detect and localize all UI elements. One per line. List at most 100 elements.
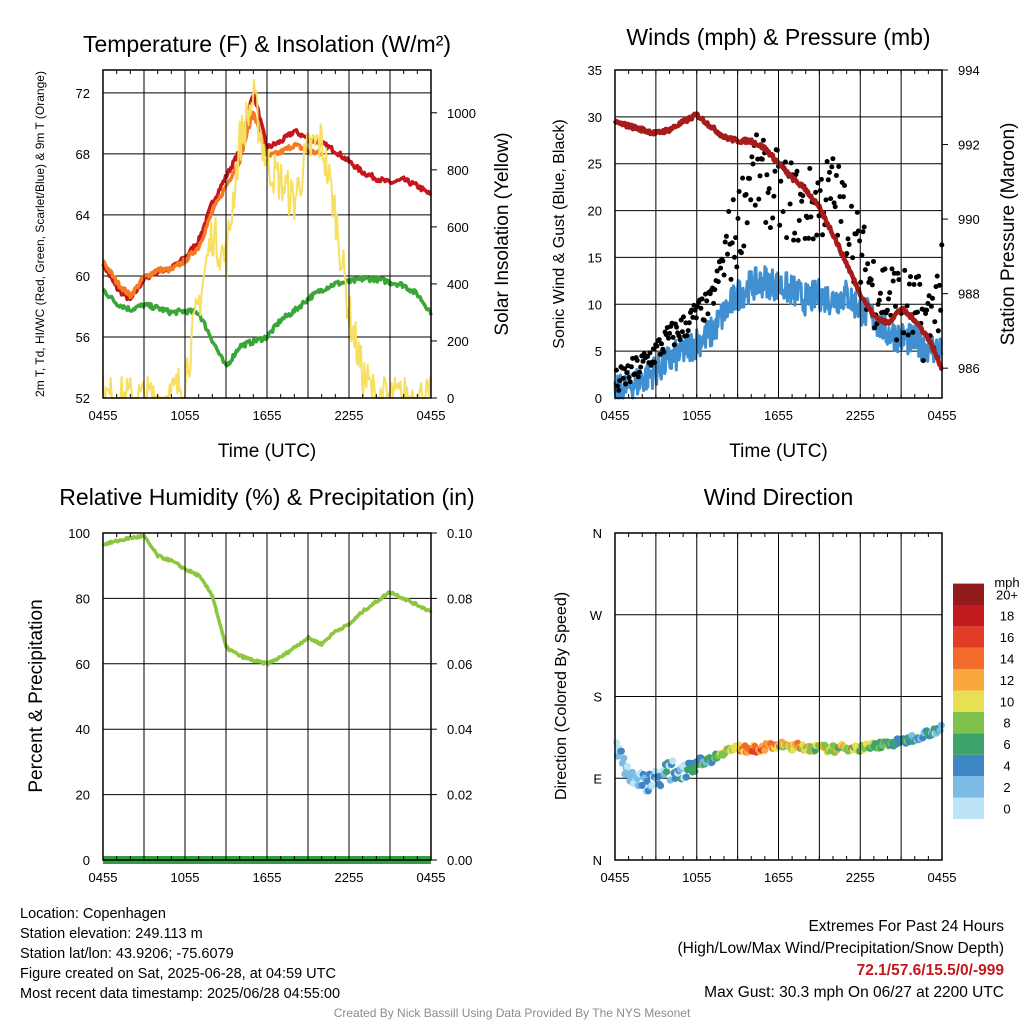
temperature-y2-tick-label: 400 (447, 277, 469, 292)
gust-point (765, 190, 771, 196)
latlon-text: Station lat/lon: 43.9206; -75.6079 (20, 946, 234, 962)
gust-point (829, 164, 835, 170)
gust-point (705, 311, 711, 317)
direction-y-tick-label: N (593, 853, 602, 868)
colorbar-label: 2 (1003, 780, 1010, 795)
winds-y2-tick-label: 994 (958, 63, 980, 78)
winds-y2-tick-label: 988 (958, 287, 980, 302)
gust-point (791, 237, 797, 243)
gust-point (915, 309, 920, 315)
colorbar-label: 16 (1000, 630, 1014, 645)
direction-point (691, 767, 699, 775)
gust-point (741, 243, 747, 249)
gust-point (854, 209, 860, 215)
gust-point (895, 270, 901, 276)
gust-point (743, 192, 749, 197)
direction-panel: N E S W N 0455 1055 1655 2255 0455 Wind Direction D… (553, 484, 956, 885)
gust-point (796, 218, 802, 223)
gust-point (730, 197, 736, 203)
colorbar-swatch (953, 583, 984, 605)
gust-point (788, 160, 794, 166)
gust-point (932, 319, 938, 325)
gust-point (720, 258, 726, 264)
temperature-y2-tick-label: 800 (447, 163, 469, 178)
gust-point (777, 222, 783, 228)
gust-point (896, 277, 902, 283)
humidity-y-tick-label: 0 (83, 853, 90, 868)
direction-y-axis-label: Direction (Colored By Speed) (553, 592, 570, 800)
gust-point (784, 235, 790, 241)
winds-x-tick-label: 0455 (601, 408, 630, 423)
gust-point (887, 290, 893, 296)
colorbar-swatch (953, 754, 984, 777)
gust-point (830, 156, 836, 162)
colorbar-swatch (953, 647, 984, 670)
gust-point (831, 200, 837, 206)
winds-y-axis-label: Sonic Wind & Gust (Blue, Black) (551, 119, 568, 348)
gust-point (712, 287, 718, 293)
gust-point (676, 333, 682, 339)
gust-point (925, 301, 931, 306)
colorbar-label: 0 (1003, 801, 1010, 816)
direction-y-tick-label: S (593, 690, 602, 705)
gust-point (744, 220, 750, 226)
temperature-y-tick-label: 68 (76, 147, 90, 162)
gust-point (659, 341, 664, 347)
direction-x-tick-label: 0455 (601, 870, 630, 885)
temperature-y2-tick-label: 1000 (447, 106, 476, 121)
gust-point (807, 166, 813, 171)
colorbar-label: 14 (1000, 652, 1014, 667)
gust-point (667, 330, 673, 336)
temperature-y-tick-label: 60 (76, 269, 90, 284)
gust-point (711, 300, 717, 306)
gust-point (740, 175, 746, 181)
gust-point (855, 228, 861, 234)
gust-point (817, 188, 823, 194)
direction-point (617, 747, 625, 755)
humidity-y2-tick-label: 0.00 (447, 853, 472, 868)
gust-point (792, 230, 798, 236)
direction-point (643, 777, 651, 785)
extremes-legend: (High/Low/Max Wind/Precipitation/Snow De… (677, 940, 1005, 957)
humidity-y-tick-label: 40 (76, 722, 90, 737)
gust-point (632, 371, 638, 377)
humidity-y2-tick-label: 0.04 (447, 722, 472, 737)
gust-point (715, 279, 721, 285)
winds-y2-tick-label: 990 (958, 212, 980, 227)
gust-point (908, 274, 913, 280)
gust-point (808, 214, 814, 220)
gust-point (677, 337, 683, 343)
gust-point (622, 366, 627, 372)
humidity-y-tick-label: 80 (76, 591, 90, 606)
gust-point (626, 375, 632, 380)
winds-y-tick-label: 30 (588, 110, 602, 125)
colorbar-swatch (953, 776, 984, 798)
temperature-x-tick-label: 1655 (253, 408, 282, 423)
created-text: Figure created on Sat, 2025-06-28, at 04… (20, 966, 336, 982)
gust-point (666, 335, 671, 341)
gust-point (689, 307, 695, 313)
gust-point (725, 251, 730, 257)
recent-data-text: Most recent data timestamp: 2025/06/28 0… (20, 986, 341, 1002)
temperature-x-axis-label: Time (UTC) (218, 441, 317, 462)
gust-point (838, 219, 844, 224)
direction-point (648, 781, 656, 790)
colorbar-swatch (953, 733, 984, 755)
colorbar-label: 20+ (996, 587, 1018, 602)
winds-x-axis-label: Time (UTC) (729, 441, 828, 462)
gust-point (679, 329, 685, 335)
gust-point (681, 314, 686, 320)
direction-points (612, 721, 945, 795)
winds-y-tick-label: 35 (588, 63, 602, 78)
gust-point (634, 357, 640, 363)
colorbar-swatch (953, 605, 984, 627)
colorbar-label: 8 (1003, 716, 1010, 731)
gust-point (778, 178, 784, 184)
gust-point (814, 232, 820, 238)
gust-point (759, 156, 765, 162)
gust-point (771, 193, 777, 199)
temperature-x-tick-label: 2255 (335, 408, 364, 423)
series-line-9m-t (102, 110, 323, 300)
winds-x-tick-label: 0455 (928, 408, 957, 423)
gust-point (766, 186, 772, 192)
